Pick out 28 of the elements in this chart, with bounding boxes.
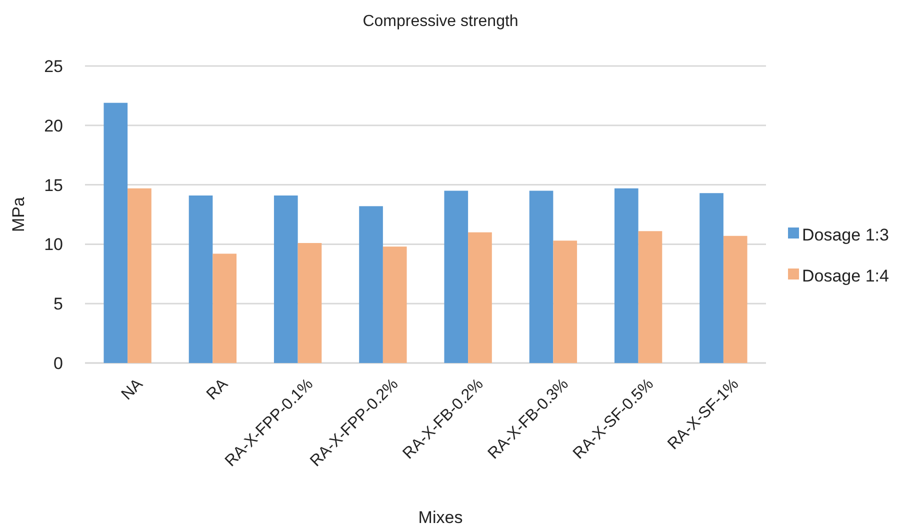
bar	[553, 240, 578, 363]
bar	[614, 188, 638, 363]
chart-title: Compressive strength	[362, 13, 518, 30]
bar	[468, 232, 492, 363]
x-axis-title: Mixes	[418, 508, 463, 527]
bar	[212, 254, 237, 363]
bar	[298, 243, 322, 363]
bar	[274, 195, 298, 363]
y-axis-title: MPa	[9, 196, 28, 232]
x-tick-label: NA	[118, 376, 147, 404]
y-tick-label: 25	[44, 56, 63, 76]
y-tick-label: 5	[54, 294, 63, 314]
bar	[700, 193, 724, 363]
bar	[444, 190, 468, 363]
bar	[104, 102, 128, 363]
y-tick-label: 0	[54, 354, 63, 373]
bar	[529, 190, 554, 363]
legend-label: Dosage 1:3	[802, 225, 889, 244]
legend-label: Dosage 1:4	[802, 266, 889, 286]
y-tick-label: 10	[44, 235, 63, 254]
bar	[638, 231, 662, 363]
bar	[128, 188, 152, 363]
bar	[723, 236, 748, 363]
y-tick-label: 15	[44, 176, 63, 195]
bar	[382, 246, 407, 363]
bar	[359, 206, 383, 363]
bar	[188, 195, 213, 363]
y-tick-label: 20	[44, 116, 63, 136]
